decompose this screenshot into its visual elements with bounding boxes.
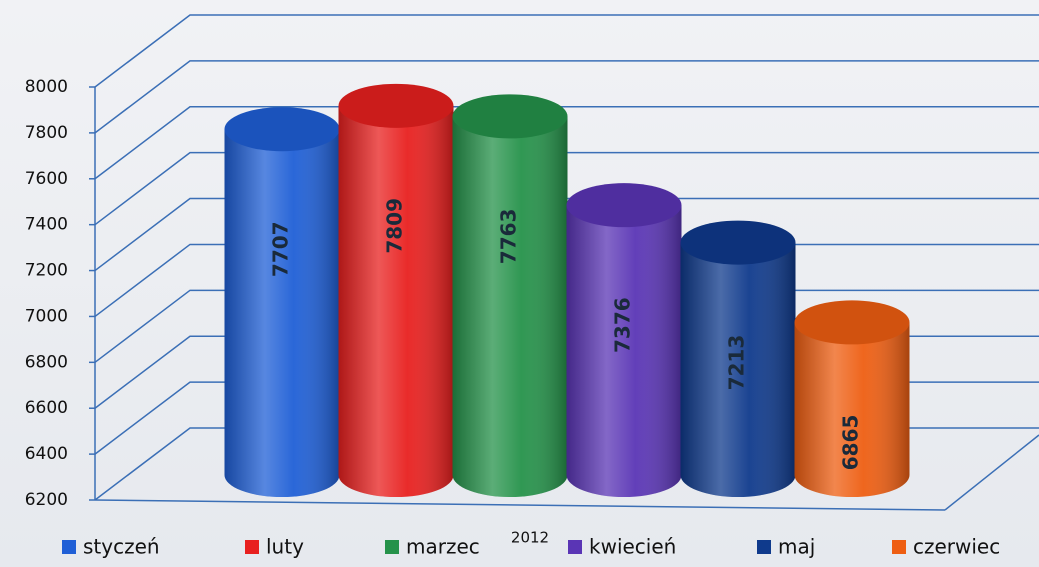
cylinder-top-shade bbox=[680, 220, 796, 265]
cylinder-top-shade bbox=[794, 300, 910, 345]
legend-swatch bbox=[385, 540, 399, 554]
cylinder-top bbox=[566, 183, 682, 228]
x-category-label: 2012 bbox=[511, 529, 549, 547]
y-tick-label: 7800 bbox=[25, 123, 68, 143]
y-tick-label: 6800 bbox=[25, 352, 68, 372]
y-tick-label: 6200 bbox=[25, 490, 68, 510]
floor-front bbox=[94, 499, 946, 511]
legend-label: styczeń bbox=[83, 535, 160, 559]
legend-swatch bbox=[757, 540, 771, 554]
cylinder-top-shade bbox=[338, 83, 454, 128]
y-tick-label: 7200 bbox=[25, 261, 68, 281]
legend-swatch bbox=[568, 540, 582, 554]
grid-line bbox=[94, 60, 1039, 134]
grid-line bbox=[94, 151, 1039, 226]
cylinder-top bbox=[224, 107, 340, 152]
cylinder-top-shade bbox=[224, 107, 340, 152]
cylinder: 6865 bbox=[794, 300, 910, 498]
cylinder-shade bbox=[680, 242, 796, 498]
legend-swatch bbox=[62, 540, 76, 554]
cylinder-top bbox=[794, 300, 910, 345]
y-tick-label: 7400 bbox=[25, 215, 68, 235]
legend-label: kwiecień bbox=[589, 535, 676, 559]
legend-label: czerwiec bbox=[913, 535, 1000, 559]
grid-line bbox=[94, 197, 1039, 272]
cylinder-top bbox=[452, 94, 568, 139]
value-label: 7809 bbox=[383, 198, 407, 254]
cylinder: 7707 bbox=[224, 107, 340, 497]
cylinder: 7213 bbox=[680, 220, 796, 498]
cylinder-shade bbox=[224, 129, 340, 497]
legend-label: luty bbox=[266, 535, 304, 559]
value-label: 7707 bbox=[269, 221, 293, 277]
grid-line bbox=[94, 14, 1039, 88]
legend-label: marzec bbox=[406, 535, 480, 559]
cylinder-top-shade bbox=[452, 94, 568, 139]
y-tick-label: 7000 bbox=[25, 306, 68, 326]
cylinder: 7809 bbox=[338, 83, 454, 498]
floor-right bbox=[944, 434, 1039, 511]
legend-label: maj bbox=[778, 535, 815, 559]
y-tick-label: 7600 bbox=[25, 169, 68, 189]
value-label: 7763 bbox=[497, 209, 521, 265]
value-label: 7213 bbox=[725, 335, 749, 391]
cylinder: 7763 bbox=[452, 94, 568, 498]
legend-swatch bbox=[245, 540, 259, 554]
cylinder-top-shade bbox=[566, 183, 682, 228]
value-label: 6865 bbox=[839, 415, 863, 471]
value-label: 7376 bbox=[611, 297, 635, 353]
y-tick-label: 6400 bbox=[25, 444, 68, 464]
cylinder-shade bbox=[452, 116, 568, 498]
cylinder-shade bbox=[566, 205, 682, 498]
y-tick-label: 8000 bbox=[25, 77, 68, 97]
cylinder-top bbox=[338, 83, 454, 128]
y-tick-label: 6600 bbox=[25, 398, 68, 418]
cylinder-shade bbox=[794, 322, 910, 498]
grid-line bbox=[94, 106, 1039, 180]
cylinder-top bbox=[680, 220, 796, 265]
cylinder: 7376 bbox=[566, 183, 682, 498]
legend-swatch bbox=[892, 540, 906, 554]
cylinder-shade bbox=[338, 105, 454, 498]
